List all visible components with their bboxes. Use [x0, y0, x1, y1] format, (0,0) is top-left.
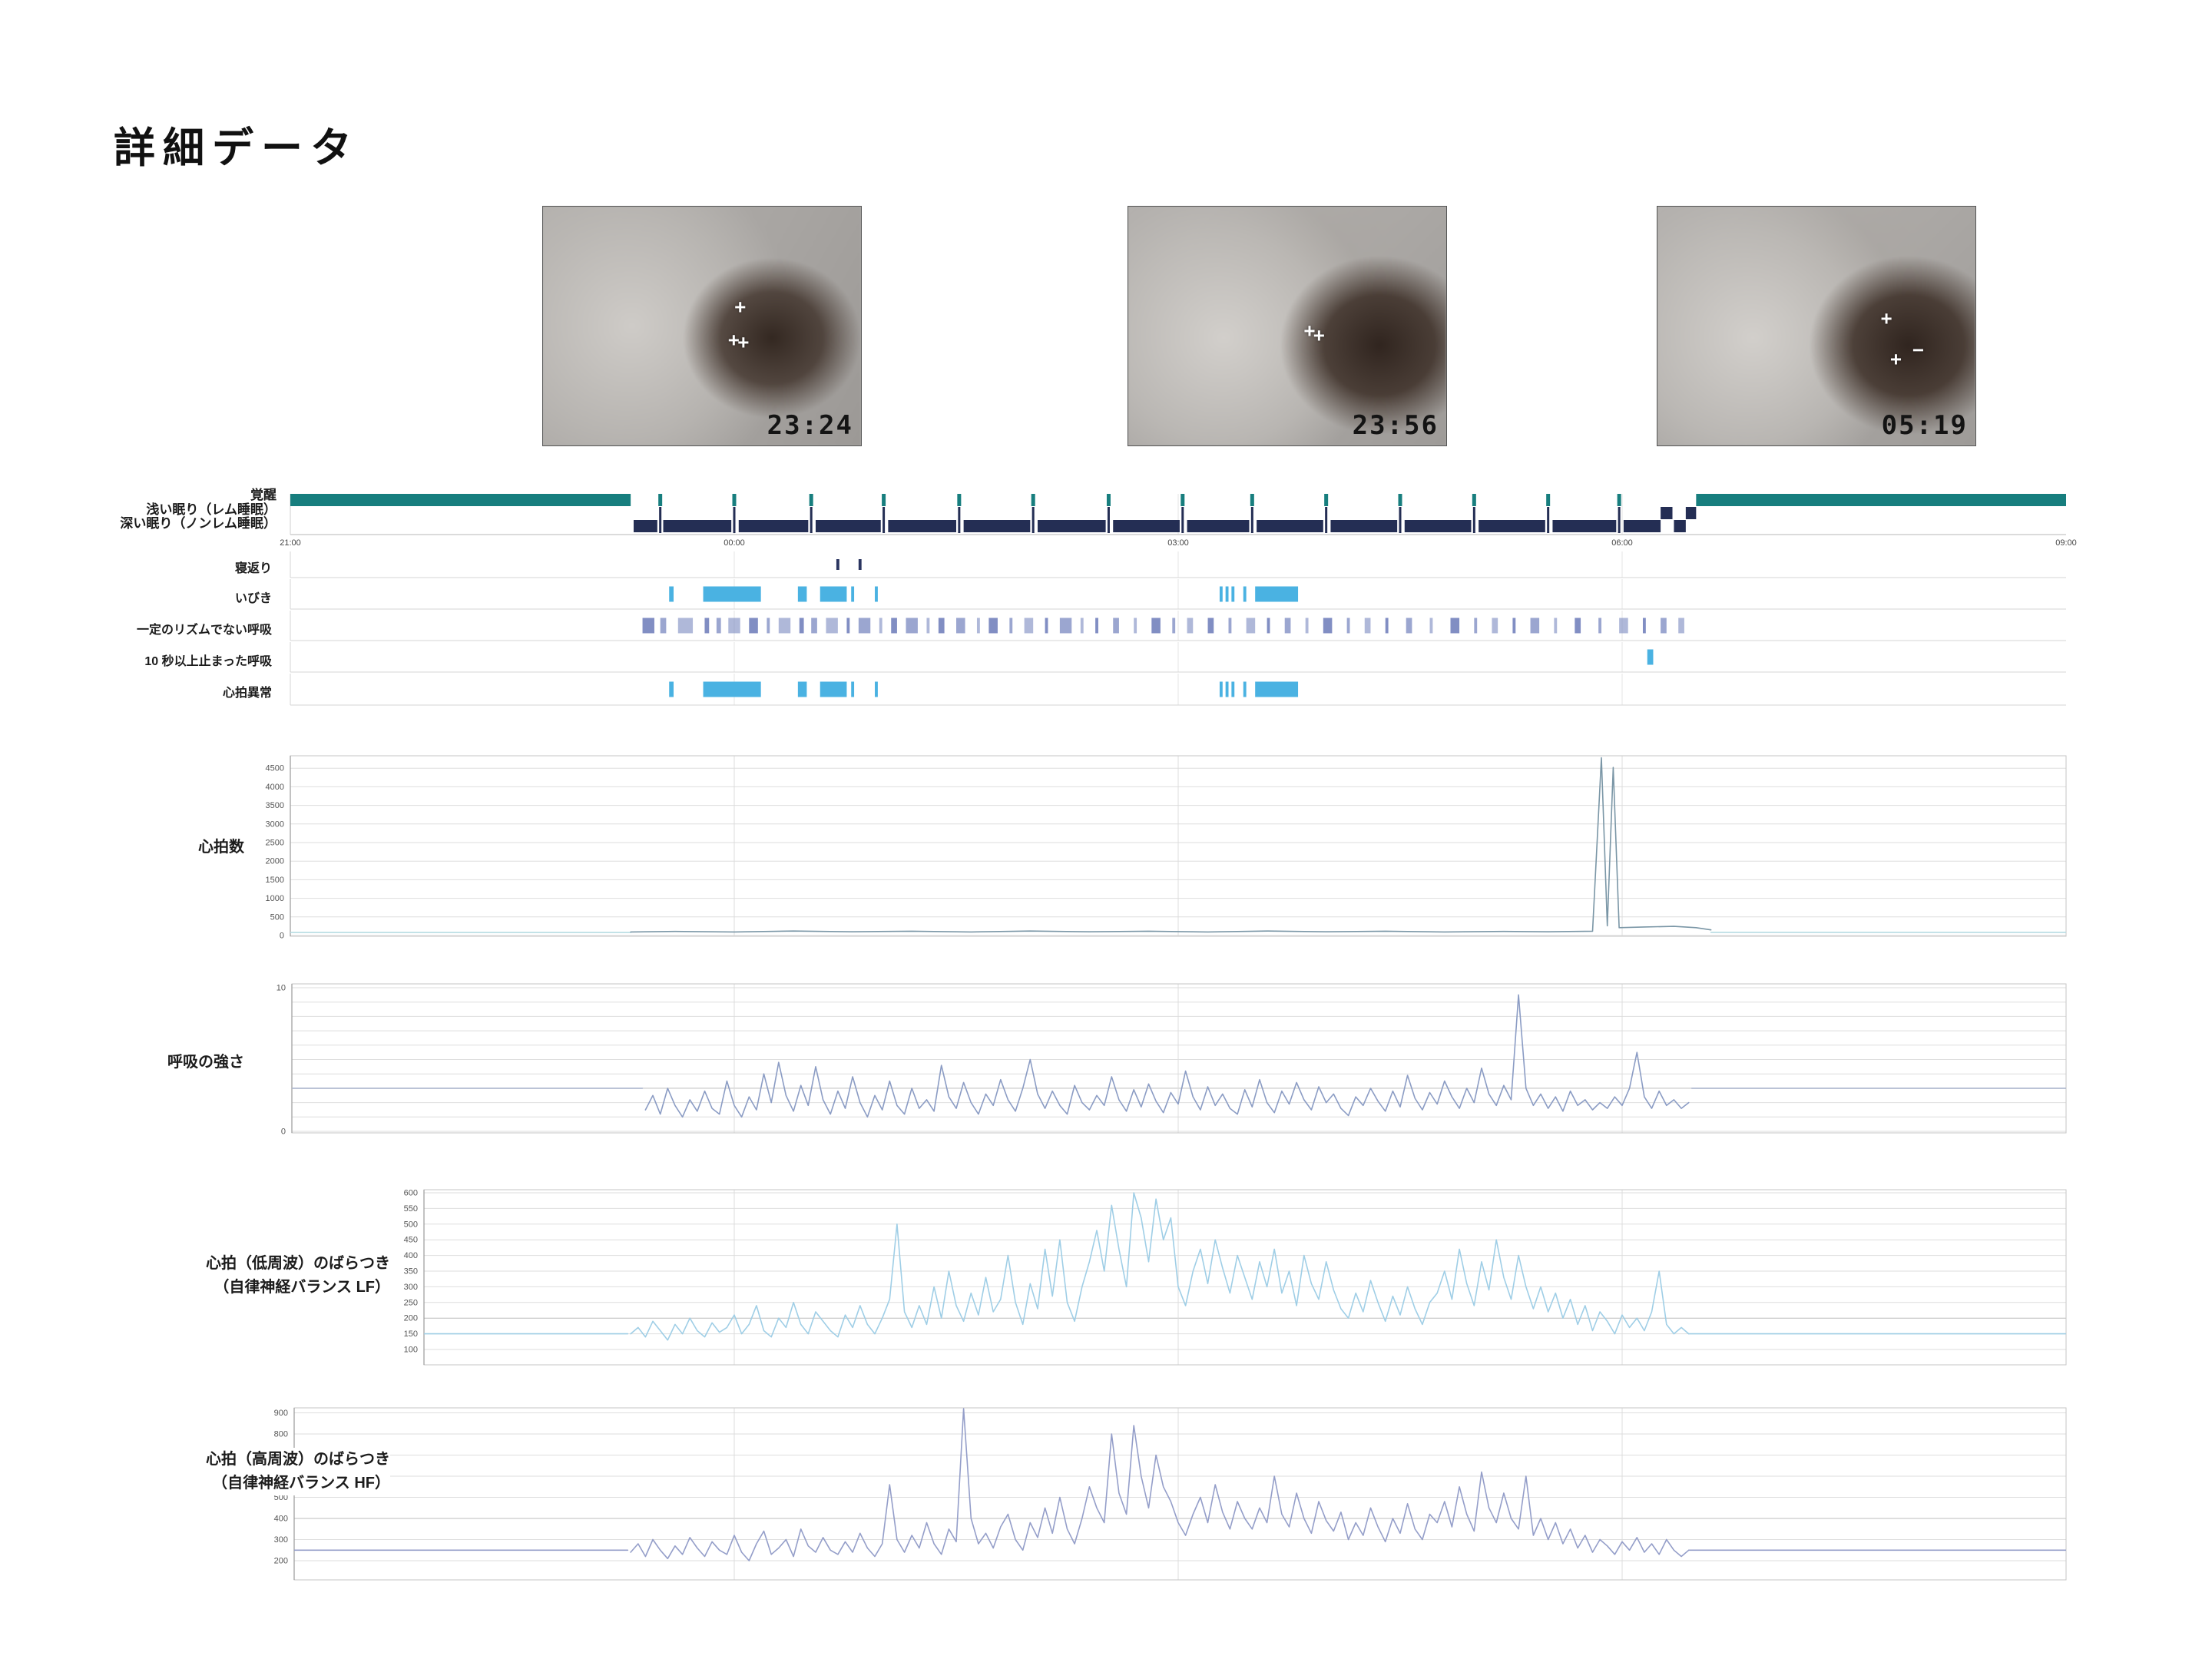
svg-text:250: 250 — [404, 1298, 418, 1307]
photo-timestamp: 23:24 — [767, 410, 853, 441]
crosshair-marker: + — [734, 295, 747, 319]
svg-text:3500: 3500 — [266, 801, 284, 810]
track-label-rollover: 寝返り — [234, 562, 272, 575]
time-label: 00:00 — [724, 538, 745, 548]
svg-text:200: 200 — [274, 1557, 288, 1566]
crosshair-marker: − — [1912, 338, 1925, 362]
svg-text:10: 10 — [276, 984, 286, 993]
svg-text:500: 500 — [404, 1220, 418, 1229]
crosshair-marker: + — [737, 330, 750, 354]
infrared-photo-image — [1128, 207, 1446, 445]
chart-label-hrv-hf: 心拍（高周波）のばらつき （自律神経バランス HF） — [0, 1448, 390, 1495]
svg-text:350: 350 — [404, 1267, 418, 1277]
svg-text:500: 500 — [274, 1493, 288, 1502]
crosshair-marker: + — [1880, 306, 1892, 330]
svg-text:300: 300 — [404, 1283, 418, 1292]
svg-text:4500: 4500 — [266, 764, 284, 773]
svg-text:500: 500 — [270, 912, 284, 922]
svg-text:1000: 1000 — [266, 894, 284, 903]
infrared-photo-image — [543, 207, 861, 445]
svg-text:300: 300 — [274, 1535, 288, 1545]
time-label: 21:00 — [280, 538, 301, 548]
svg-text:600: 600 — [404, 1189, 418, 1198]
track-label-irregular-breathing: 一定のリズムでない呼吸 — [136, 624, 272, 637]
crosshair-marker: + — [1889, 347, 1902, 371]
stage-label-nonrem: 深い眠り（ノンレム睡眠） — [120, 516, 276, 531]
svg-text:400: 400 — [404, 1251, 418, 1260]
time-label: 03:00 — [1167, 538, 1189, 548]
page-title: 詳細データ — [114, 125, 359, 171]
svg-text:400: 400 — [274, 1515, 288, 1524]
svg-text:3000: 3000 — [266, 820, 284, 829]
stage-label-awake: 覚醒 — [250, 488, 276, 502]
svg-text:2500: 2500 — [266, 839, 284, 848]
svg-text:2000: 2000 — [266, 857, 284, 866]
chart-label-hrv-lf: 心拍（低周波）のばらつき （自律神経バランス LF） — [0, 1252, 390, 1300]
sleep-photo-1: 23:24 + + + — [542, 206, 862, 446]
photo-timestamp: 05:19 — [1881, 410, 1968, 441]
svg-text:150: 150 — [404, 1330, 418, 1339]
track-label-apnea: 10 秒以上止まった呼吸 — [144, 655, 272, 668]
track-label-heart-anomaly: 心拍異常 — [222, 687, 272, 700]
svg-text:900: 900 — [274, 1409, 288, 1418]
crosshair-marker: + — [1303, 319, 1316, 343]
svg-text:1500: 1500 — [266, 876, 284, 885]
svg-text:800: 800 — [274, 1430, 288, 1439]
svg-text:450: 450 — [404, 1236, 418, 1245]
photo-timestamp: 23:56 — [1352, 410, 1439, 441]
svg-text:4000: 4000 — [266, 783, 284, 792]
svg-text:100: 100 — [404, 1346, 418, 1355]
track-label-snoring: いびき — [234, 592, 272, 605]
svg-text:0: 0 — [281, 1128, 286, 1137]
time-label: 06:00 — [1611, 538, 1633, 548]
stage-label-rem: 浅い眠り（レム睡眠） — [146, 502, 276, 517]
svg-text:200: 200 — [404, 1314, 418, 1323]
svg-text:0: 0 — [280, 932, 284, 941]
sleep-photo-2: 23:56 + + — [1128, 206, 1447, 446]
chart-label-breath-strength: 呼吸の強さ — [0, 1051, 244, 1075]
hypnogram-stage-labels: 覚醒 浅い眠り（レム睡眠） 深い眠り（ノンレム睡眠） — [0, 488, 276, 531]
svg-text:550: 550 — [404, 1204, 418, 1214]
crosshair-marker: + — [727, 328, 740, 352]
chart-label-heart-rate: 心拍数 — [0, 836, 244, 859]
infrared-photo-image — [1657, 207, 1975, 445]
crosshair-marker: + — [1313, 323, 1325, 347]
sleep-photo-3: 05:19 + + − — [1657, 206, 1976, 446]
time-label: 09:00 — [2055, 538, 2077, 548]
